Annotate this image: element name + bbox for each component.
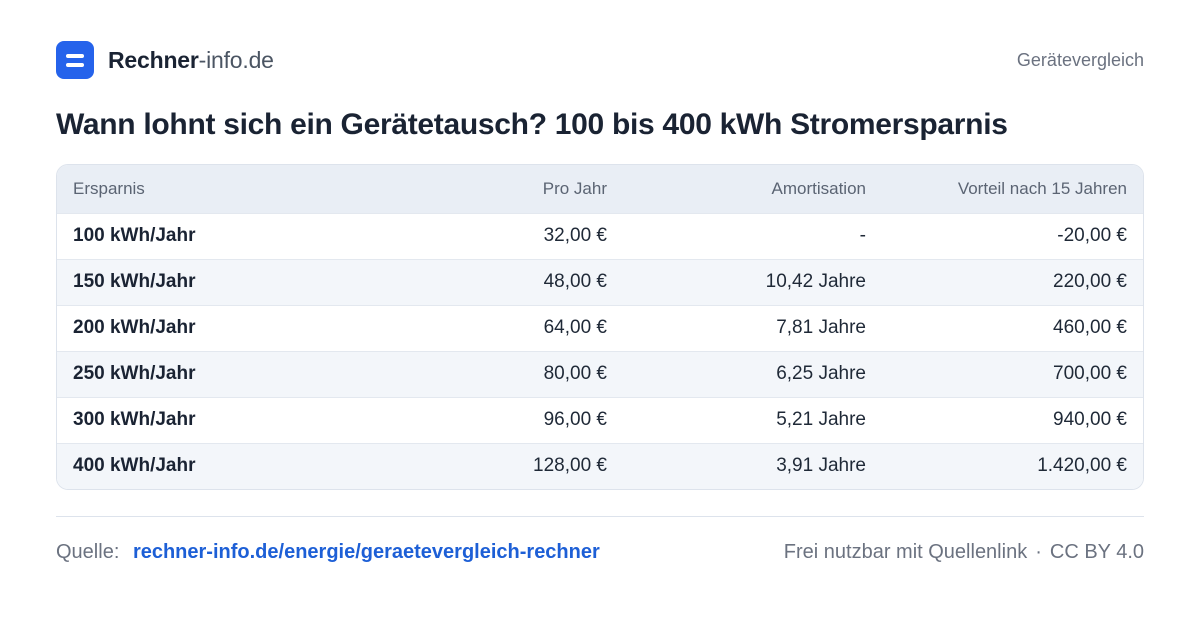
source: Quelle: rechner-info.de/energie/geraetev… <box>56 541 600 564</box>
cell-ersparnis: 250 kWh/Jahr <box>57 350 357 397</box>
license-text: Frei nutzbar mit Quellenlink <box>783 541 1028 563</box>
cell-pro-jahr: 80,00 € <box>357 350 623 397</box>
cell-amortisation: 7,81 Jahre <box>623 304 882 351</box>
cell-ersparnis: 150 kWh/Jahr <box>57 258 357 305</box>
separator-dot: · <box>1035 541 1042 563</box>
site-header: Rechner-info.de Gerätevergleich <box>56 30 1144 90</box>
cell-ersparnis: 400 kWh/Jahr <box>57 442 357 489</box>
cell-pro-jahr: 32,00 € <box>357 212 623 259</box>
header-ersparnis: Ersparnis <box>73 178 145 198</box>
license-id: CC BY 4.0 <box>1049 541 1144 563</box>
source-label: Quelle: <box>56 541 120 563</box>
brand[interactable]: Rechner-info.de <box>56 41 274 79</box>
table-row: 150 kWh/Jahr 48,00 € 10,42 Jahre 220,00 … <box>57 258 1143 305</box>
cell-amortisation: 3,91 Jahre <box>623 442 882 489</box>
table-header-row: Ersparnis Pro Jahr Amortisation Vorteil … <box>57 165 1143 213</box>
cell-pro-jahr: 64,00 € <box>357 304 623 351</box>
brand-name-strong: Rechner <box>108 46 199 73</box>
footer-divider <box>56 516 1144 517</box>
cell-vorteil: 1.420,00 € <box>882 442 1143 489</box>
cell-pro-jahr: 128,00 € <box>357 442 623 489</box>
cell-amortisation: 5,21 Jahre <box>623 396 882 443</box>
cell-amortisation: - <box>623 212 882 259</box>
comparison-table: Ersparnis Pro Jahr Amortisation Vorteil … <box>56 164 1144 490</box>
table-row: 250 kWh/Jahr 80,00 € 6,25 Jahre 700,00 € <box>57 350 1143 397</box>
table-row: 200 kWh/Jahr 64,00 € 7,81 Jahre 460,00 € <box>57 304 1143 351</box>
cell-vorteil: 940,00 € <box>882 396 1143 443</box>
cell-pro-jahr: 96,00 € <box>357 396 623 443</box>
source-link[interactable]: rechner-info.de/energie/geraetevergleich… <box>132 541 600 563</box>
page: Rechner-info.de Gerätevergleich Wann loh… <box>0 30 1200 632</box>
brand-name-light: -info.de <box>198 46 274 73</box>
cell-vorteil: 460,00 € <box>882 304 1143 351</box>
cell-vorteil: 700,00 € <box>882 350 1143 397</box>
header-amortisation: Amortisation <box>771 178 866 198</box>
header-vorteil: Vorteil nach 15 Jahren <box>957 178 1127 198</box>
header-pro-jahr: Pro Jahr <box>542 178 607 198</box>
table-row: 300 kWh/Jahr 96,00 € 5,21 Jahre 940,00 € <box>57 396 1143 443</box>
footer: Quelle: rechner-info.de/energie/geraetev… <box>56 541 1144 564</box>
cell-ersparnis: 300 kWh/Jahr <box>57 396 357 443</box>
table-row: 400 kWh/Jahr 128,00 € 3,91 Jahre 1.420,0… <box>57 442 1143 489</box>
cell-ersparnis: 100 kWh/Jahr <box>57 212 357 259</box>
cell-amortisation: 6,25 Jahre <box>623 350 882 397</box>
category-tag: Gerätevergleich <box>1016 49 1144 70</box>
cell-ersparnis: 200 kWh/Jahr <box>57 304 357 351</box>
brand-name: Rechner-info.de <box>108 47 274 74</box>
cell-pro-jahr: 48,00 € <box>357 258 623 305</box>
cell-vorteil: -20,00 € <box>882 212 1143 259</box>
page-title: Wann lohnt sich ein Gerätetausch? 100 bi… <box>56 108 1008 141</box>
cell-amortisation: 10,42 Jahre <box>623 258 882 305</box>
logo-icon <box>56 41 94 79</box>
cell-vorteil: 220,00 € <box>882 258 1143 305</box>
license: Frei nutzbar mit Quellenlink · CC BY 4.0 <box>784 541 1144 564</box>
table-row: 100 kWh/Jahr 32,00 € - -20,00 € <box>57 212 1143 259</box>
